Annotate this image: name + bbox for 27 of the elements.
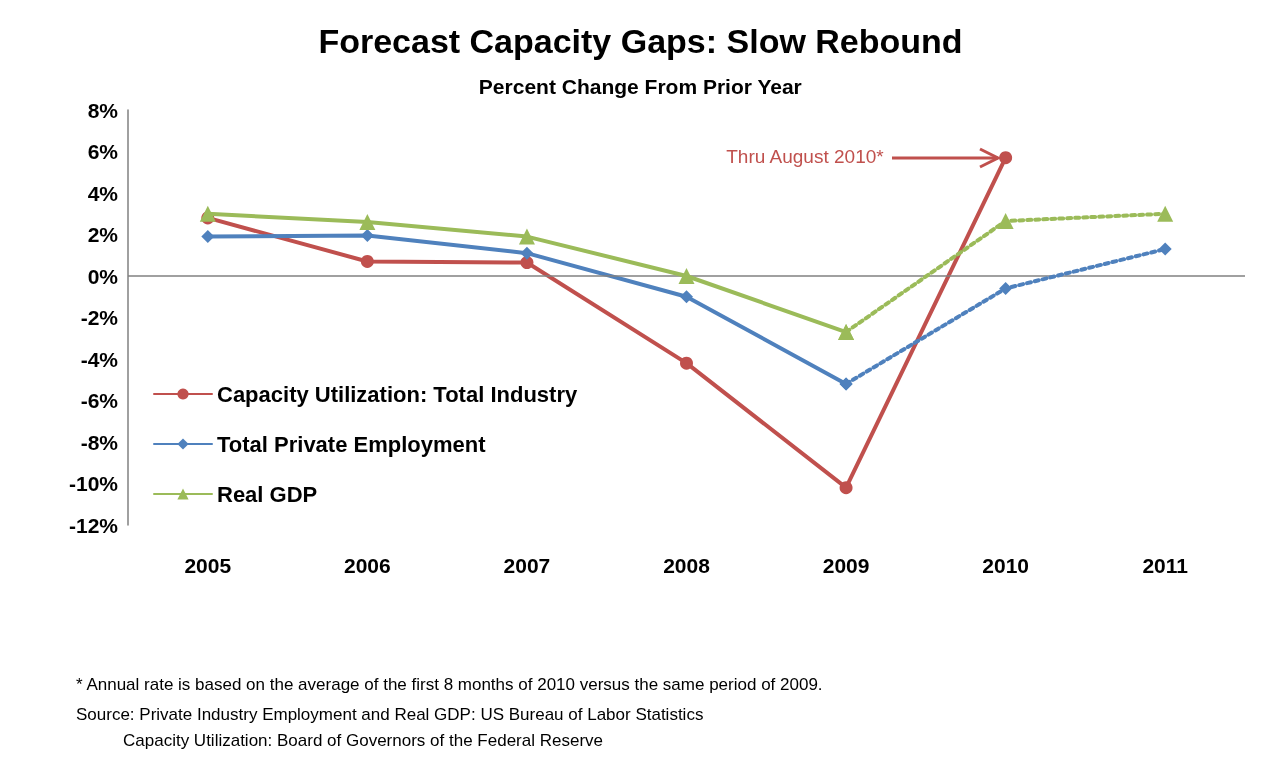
x-tick-label: 2009 (822, 554, 870, 577)
y-tick-label: -4% (80, 347, 119, 371)
text: Capacity Utilization: Board of Governors of the Federal Reserve (123, 731, 604, 750)
x-tick-label: 2011 (1142, 554, 1189, 577)
text: * Annual rate is based on the average of the first 8 months of 2010 versus the same period of 2009. (76, 675, 823, 694)
x-tick-label: 2006 (344, 554, 391, 577)
y-tick-label: 6% (87, 140, 119, 163)
legend-label: Real GDP (217, 481, 318, 507)
annotation: Thru August 2010* (726, 145, 884, 168)
legend-label: Total Private Employment (217, 431, 487, 457)
y-tick-label: -10% (68, 472, 119, 495)
x-tick-label: 2005 (184, 554, 232, 577)
chart-title: Forecast Capacity Gaps: Slow Rebound (318, 22, 963, 60)
source-note: Source: Private Industry Employment and Real GDP: US Bureau of Labor Statistics (76, 705, 704, 724)
y-tick-label: -8% (80, 430, 119, 454)
legend-label: Capacity Utilization: Total Industry (217, 381, 578, 407)
x-tick-label: 2010 (982, 554, 1029, 577)
y-tick-label: 4% (87, 181, 119, 205)
y-tick-label: 8% (87, 98, 119, 122)
y-tick-label: -12% (68, 513, 119, 537)
y-tick-label: 2% (87, 223, 119, 246)
y-tick-label: 0% (87, 264, 119, 288)
x-tick-label: 2007 (503, 554, 551, 577)
x-tick-label: 2008 (663, 554, 711, 577)
chart-subtitle: Percent Change From Prior Year (478, 75, 802, 98)
y-tick-label: -2% (80, 306, 119, 329)
y-tick-label: -6% (80, 389, 119, 412)
